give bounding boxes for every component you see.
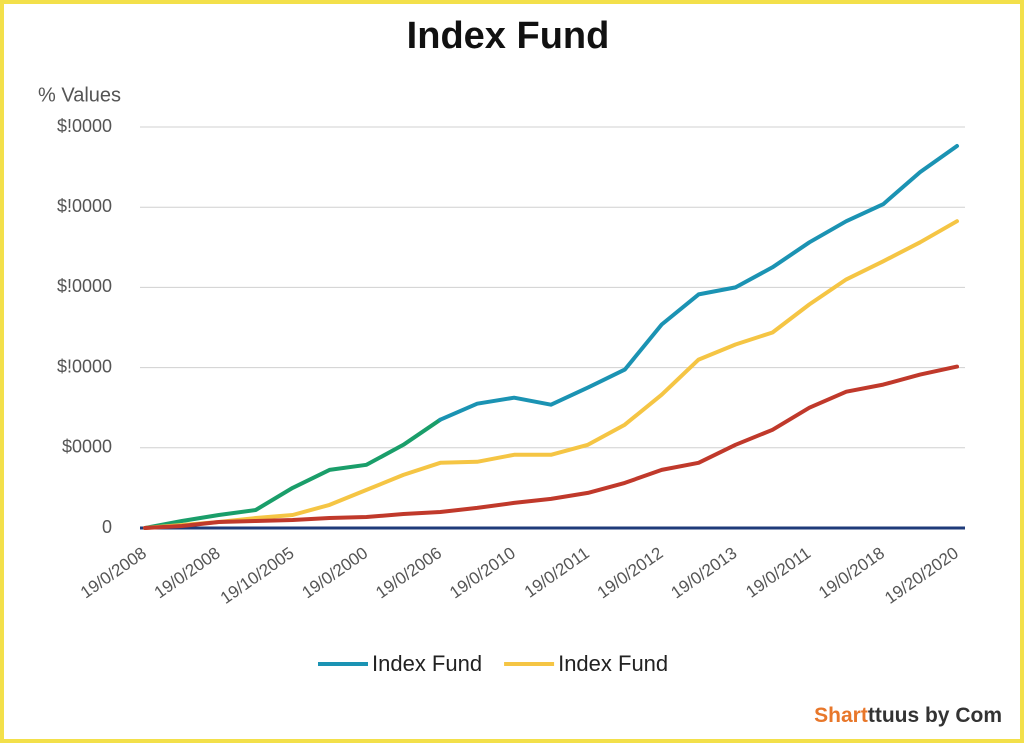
series-line <box>143 364 959 530</box>
watermark-rest: ttuus by Com <box>868 704 1002 727</box>
series-line <box>438 144 959 422</box>
y-axis-label: % Values <box>38 84 121 106</box>
legend-label: Index Fund <box>558 651 668 676</box>
series-line <box>143 219 959 530</box>
series-line <box>143 417 443 530</box>
chart-title: Index Fund <box>407 15 610 57</box>
legend-label: Index Fund <box>372 651 482 676</box>
watermark-brand: Shart <box>814 704 868 727</box>
y-tick-label: 0 <box>102 517 112 537</box>
y-tick-label: $0000 <box>62 437 112 457</box>
y-tick-label: $!0000 <box>57 276 112 296</box>
y-tick-label: $!0000 <box>57 196 112 216</box>
y-tick-label: $!0000 <box>57 356 112 376</box>
y-tick-label: $!0000 <box>57 116 112 136</box>
watermark: Shartttuus by Com <box>814 704 1002 727</box>
